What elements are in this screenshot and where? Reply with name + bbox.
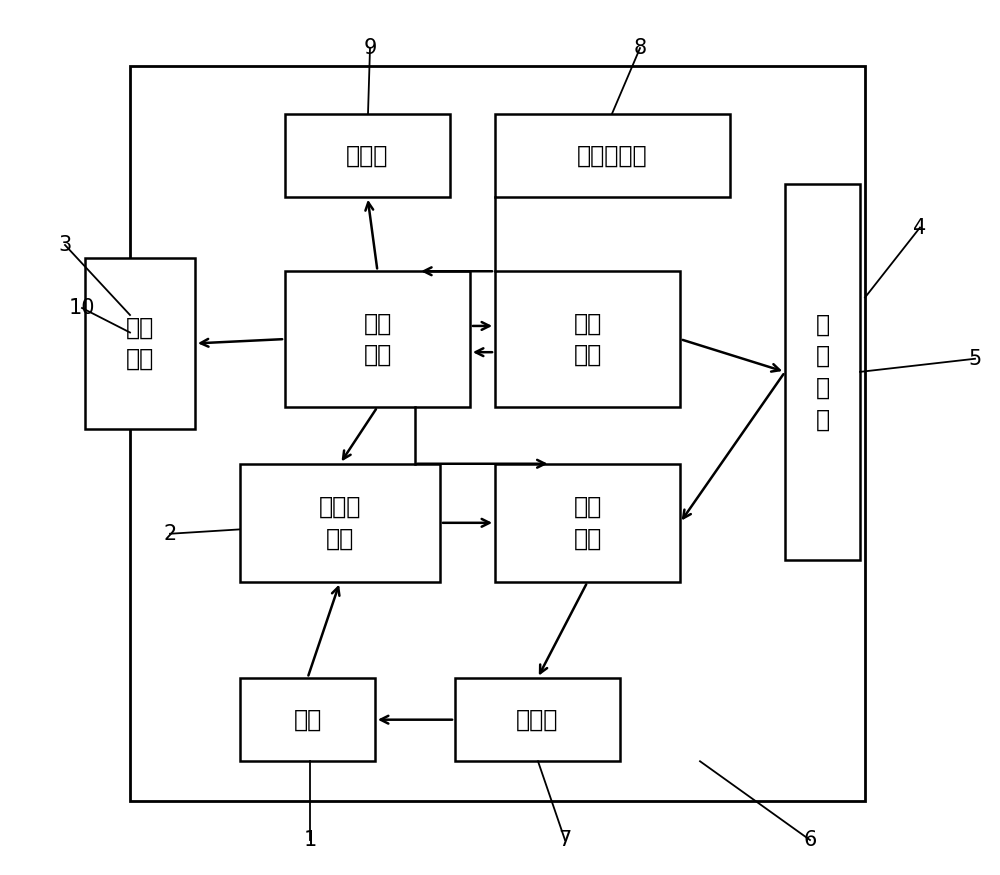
Text: 5: 5: [968, 349, 982, 368]
Text: 相位检
测器: 相位检 测器: [319, 495, 361, 550]
Bar: [495, 271, 680, 407]
Text: 温度传感器: 温度传感器: [577, 144, 648, 167]
Text: 指示灯: 指示灯: [346, 144, 389, 167]
Bar: [495, 114, 730, 197]
Bar: [285, 271, 470, 407]
Text: 充电
电路: 充电 电路: [573, 312, 602, 367]
Text: 逆变器: 逆变器: [516, 708, 559, 731]
Text: 蓝牙
模块: 蓝牙 模块: [126, 316, 154, 371]
Text: 放电
开关: 放电 开关: [573, 495, 602, 550]
Bar: [240, 464, 440, 582]
Text: 7: 7: [558, 830, 572, 850]
Text: 8: 8: [633, 38, 647, 58]
Bar: [85, 258, 195, 429]
Text: 6: 6: [803, 830, 817, 850]
Bar: [130, 66, 865, 801]
Bar: [455, 678, 620, 761]
Text: 控制
模块: 控制 模块: [363, 312, 392, 367]
Bar: [495, 464, 680, 582]
Bar: [285, 114, 450, 197]
Bar: [240, 678, 375, 761]
Text: 1: 1: [303, 830, 317, 850]
Text: 4: 4: [913, 218, 927, 237]
Text: 3: 3: [58, 235, 72, 255]
Text: 10: 10: [69, 298, 95, 318]
Text: 9: 9: [363, 38, 377, 58]
Text: 2: 2: [163, 524, 177, 543]
Bar: [785, 184, 860, 560]
Text: 插片: 插片: [293, 708, 322, 731]
Text: 储
能
模
块: 储 能 模 块: [815, 312, 830, 431]
